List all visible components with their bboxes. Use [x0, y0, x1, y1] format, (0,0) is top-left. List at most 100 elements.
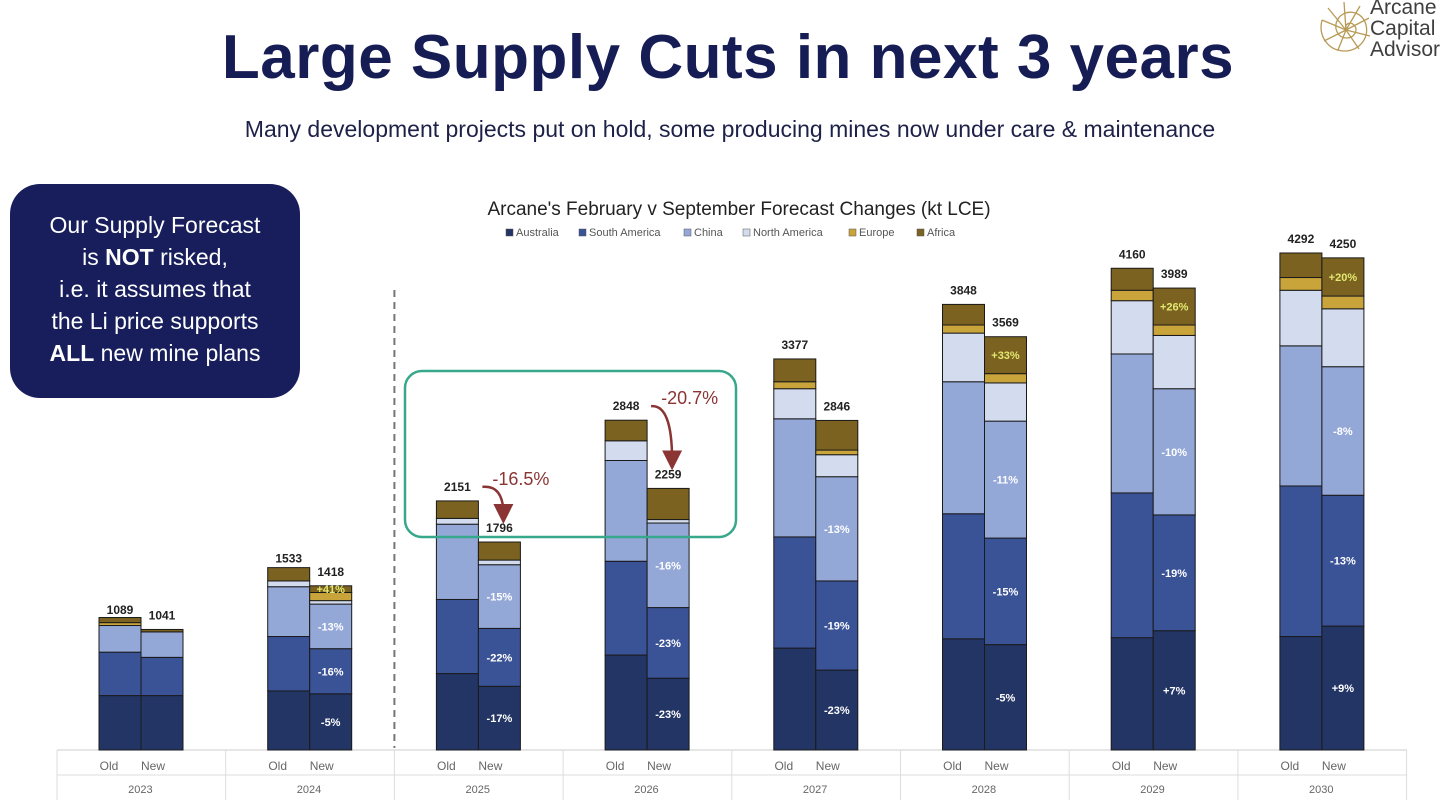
bar-segment — [1279, 345, 1323, 487]
bar-total-label: 2848 — [613, 399, 640, 413]
segment-change-label: -19% — [1161, 568, 1187, 580]
bar-segment — [942, 303, 985, 326]
bar-segment — [646, 519, 690, 524]
bar-segment — [309, 585, 353, 594]
bar-segment — [1152, 514, 1196, 632]
segment-change-label: -22% — [487, 652, 513, 664]
bar-total-label: 1089 — [107, 603, 134, 617]
bar-total-label: 4292 — [1288, 232, 1315, 246]
bar-segment — [1279, 277, 1323, 291]
bar-segment — [815, 476, 859, 582]
bar-total-label: 1041 — [149, 608, 176, 622]
segment-change-label: -23% — [824, 705, 850, 717]
bar-segment — [309, 600, 353, 605]
logo-text-line: Arcane — [1370, 0, 1437, 19]
bar-segment — [646, 487, 690, 521]
bar-segment — [1110, 353, 1154, 494]
axis-year-label: 2029 — [1140, 784, 1164, 796]
bar-segment — [1110, 267, 1154, 291]
bar-total-label: 2846 — [823, 399, 850, 413]
change-arrow — [482, 485, 514, 525]
bar-segment — [267, 690, 311, 751]
bar-segment — [604, 654, 648, 751]
bar-segment — [98, 695, 142, 751]
bar-segment — [435, 598, 479, 675]
bar-segment — [984, 420, 1027, 539]
callout-line: is NOT risked, — [82, 244, 228, 270]
bar-segment — [1279, 636, 1323, 751]
bar-segment — [1110, 492, 1154, 639]
bar-total-label: 2259 — [655, 467, 682, 481]
segment-change-label: -23% — [655, 709, 681, 721]
legend-label: China — [694, 227, 724, 239]
bar-segment — [477, 685, 521, 751]
bar-segment — [98, 625, 142, 653]
bar-segment — [1279, 289, 1323, 347]
bar-segment — [1321, 625, 1365, 751]
bar-segment — [140, 695, 184, 751]
bar-segment — [815, 454, 859, 478]
highlight-box — [403, 369, 738, 539]
segment-change-label: +26% — [1160, 302, 1189, 314]
legend-label: South America — [589, 227, 661, 239]
bar-segment — [98, 617, 142, 624]
bar-segment — [773, 647, 817, 751]
bar-segment — [773, 388, 817, 420]
bar-segment — [815, 669, 859, 751]
segment-change-label: +7% — [1163, 685, 1186, 697]
page-subtitle: Many development projects put on hold, s… — [244, 116, 1216, 142]
supply-forecast-callout: Our Supply Forecast is NOT risked, i.e. … — [10, 184, 300, 398]
bar-total-label: 1418 — [317, 565, 344, 579]
bar-segment — [140, 628, 184, 633]
callout-line: ALL new mine plans — [49, 340, 261, 366]
axis-bar-label: Old — [774, 759, 793, 773]
legend-label: Europe — [859, 227, 894, 239]
segment-change-label: -16% — [318, 666, 344, 678]
bar-total-label: 4160 — [1119, 247, 1146, 261]
segment-change-label: -5% — [996, 692, 1016, 704]
legend-swatch — [916, 228, 925, 237]
bar-segment — [604, 419, 648, 442]
segment-change-label: -11% — [993, 475, 1018, 487]
legend-label: Australia — [516, 227, 560, 239]
segment-change-label: -15% — [487, 592, 513, 604]
bar-total-label: 3848 — [950, 283, 977, 297]
callout-line: the Li price supports — [51, 308, 259, 334]
bar-segment — [984, 336, 1027, 375]
callout-line: i.e. it assumes that — [59, 276, 251, 302]
bar-segment — [942, 381, 985, 515]
bar-segment — [435, 517, 479, 525]
bar-segment — [435, 673, 479, 751]
page-title: Large Supply Cuts in next 3 years — [221, 23, 1235, 92]
segment-change-label: -16% — [655, 560, 681, 572]
bar-segment — [942, 324, 985, 334]
axis-bar-label: Old — [268, 759, 287, 773]
axis-bar-label: Old — [100, 759, 119, 773]
bar-segment — [773, 418, 817, 538]
bar-total-label: 3989 — [1161, 267, 1188, 281]
bar-segment — [646, 677, 690, 751]
bar-segment — [1279, 485, 1323, 638]
axis-year-label: 2028 — [972, 784, 996, 796]
axis-bar-label: New — [478, 759, 502, 773]
bar-segment — [604, 560, 648, 656]
segment-change-label: -13% — [1330, 556, 1356, 568]
bar-total-label: 1796 — [486, 521, 513, 535]
bar-segment — [477, 627, 521, 687]
axis-bar-label: New — [816, 759, 840, 773]
bar-segment — [1152, 388, 1196, 516]
bar-segment — [477, 541, 521, 561]
bar-segment — [1152, 334, 1196, 390]
bar-segment — [604, 460, 648, 562]
bar-segment — [267, 586, 311, 638]
bar-segment — [1279, 252, 1323, 279]
bar-total-label: 3569 — [992, 316, 1019, 330]
axis-bar-label: New — [141, 759, 165, 773]
segment-change-label: -23% — [655, 638, 681, 650]
bar-segment — [309, 603, 353, 650]
logo-text-line: Advisor — [1370, 38, 1441, 61]
legend-swatch — [505, 228, 514, 237]
bar-segment — [1152, 287, 1196, 326]
segment-change-label: -13% — [824, 524, 850, 536]
bar-segment — [773, 381, 817, 390]
